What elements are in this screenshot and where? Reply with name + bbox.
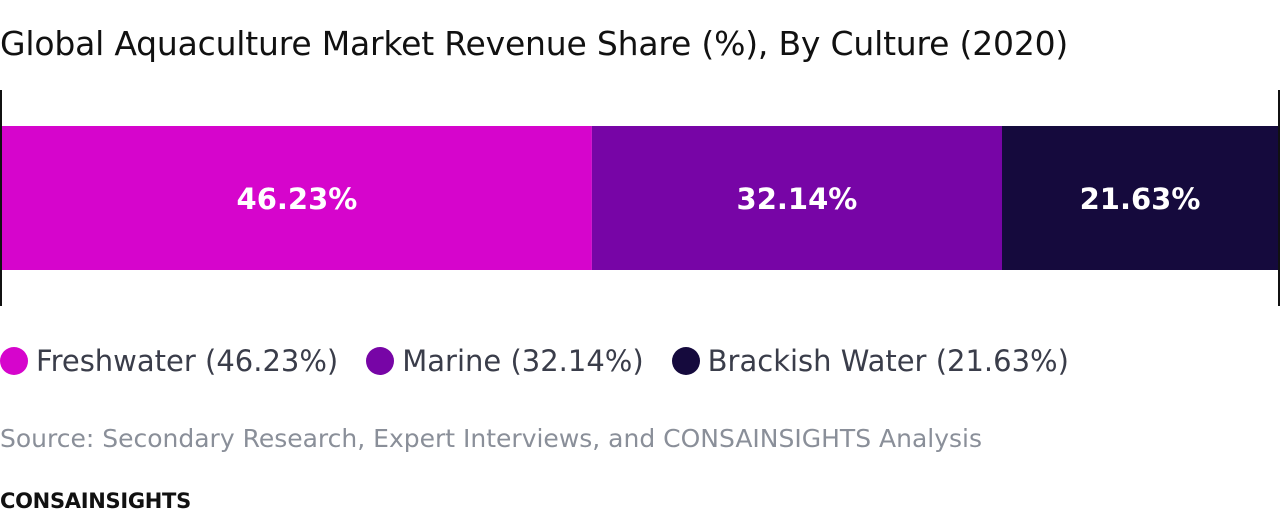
legend-swatch <box>366 347 395 375</box>
legend-item-freshwater: Freshwater (46.23%) <box>0 344 338 378</box>
chart-legend: Freshwater (46.23%) Marine (32.14%) Bracki… <box>0 344 1097 378</box>
data-label-freshwater: 46.23% <box>237 182 358 216</box>
legend-swatch <box>671 347 700 375</box>
bar-segment-brackish-water <box>1002 126 1278 270</box>
legend-label: Brackish Water (21.63%) <box>707 344 1069 378</box>
stacked-bar-chart: 46.23% 32.14% 21.63% <box>0 90 1280 306</box>
legend-item-brackish-water: Brackish Water (21.63%) <box>671 344 1069 378</box>
legend-swatch <box>0 347 28 375</box>
data-label-brackish-water: 21.63% <box>1080 182 1201 216</box>
chart-title: Global Aquaculture Market Revenue Share … <box>0 24 1069 63</box>
bar-segment-freshwater <box>2 126 592 270</box>
data-label-marine: 32.14% <box>737 182 858 216</box>
bar-segment-marine <box>591 126 1003 270</box>
legend-label: Marine (32.14%) <box>402 344 644 378</box>
legend-item-marine: Marine (32.14%) <box>366 344 644 378</box>
brand-logo-text: CONSAINSIGHTS <box>0 489 191 513</box>
source-note: Source: Secondary Research, Expert Inter… <box>0 424 983 453</box>
legend-label: Freshwater (46.23%) <box>36 344 339 378</box>
